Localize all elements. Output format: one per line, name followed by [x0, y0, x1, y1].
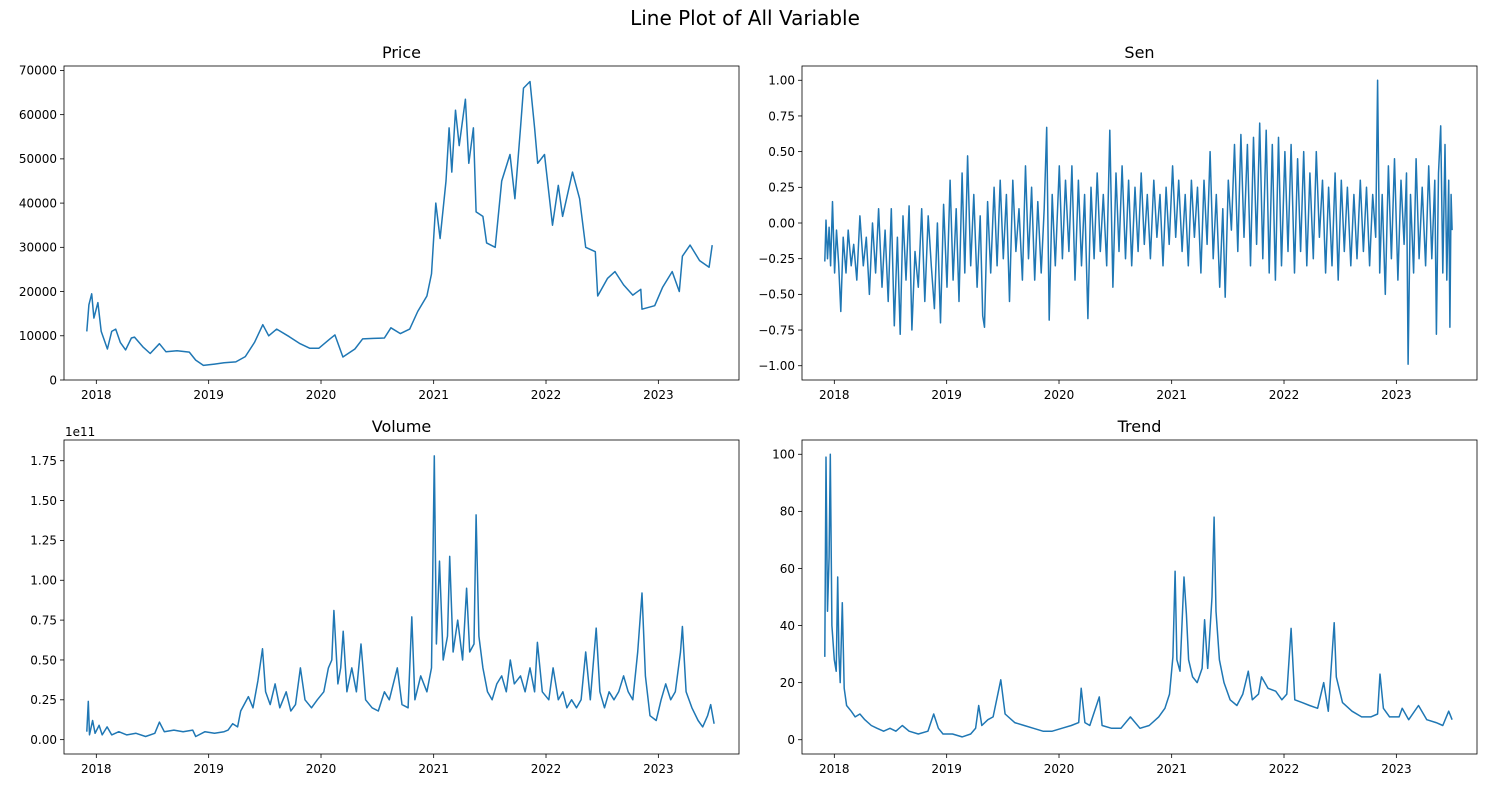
figure-title: Line Plot of All Variable: [630, 6, 860, 30]
price-axes-frame: [63, 65, 740, 381]
volume-y-tick-label: 1.25: [30, 534, 57, 548]
volume-x-tick-label: 2022: [531, 762, 562, 776]
sen-title: Sen: [1124, 43, 1154, 62]
trend-x-tick-label: 2023: [1381, 762, 1412, 776]
price-x-tick-label: 2023: [643, 388, 674, 402]
sen-x-tick-label: 2018: [819, 388, 850, 402]
volume-title: Volume: [372, 417, 432, 436]
price-x-tick-label: 2021: [418, 388, 449, 402]
volume-x-tick-label: 2021: [418, 762, 449, 776]
trend-x-tick-label: 2018: [819, 762, 850, 776]
trend-y-tick-label: 80: [780, 505, 795, 519]
sen-series-line: [824, 79, 1453, 366]
volume-x-tick-label: 2023: [643, 762, 674, 776]
volume-y-tick-label: 0.75: [30, 613, 57, 627]
volume-y-tick-label: 0.00: [30, 733, 57, 747]
sen-x-tick-label: 2023: [1381, 388, 1412, 402]
trend-x-tick-label: 2020: [1044, 762, 1075, 776]
sen-x-tick-label: 2021: [1156, 388, 1187, 402]
price-y-tick-label: 10000: [19, 329, 57, 343]
sen-y-tick-label: 0.50: [768, 145, 795, 159]
volume-x-tick-label: 2020: [306, 762, 337, 776]
sen-x-tick-label: 2019: [931, 388, 962, 402]
price-x-tick-label: 2020: [306, 388, 337, 402]
trend-x-tick-label: 2021: [1156, 762, 1187, 776]
sen-y-tick-label: 0.00: [768, 216, 795, 230]
volume-y-tick-label: 1.75: [30, 454, 57, 468]
trend-series-line: [824, 453, 1453, 738]
price-y-tick-label: 20000: [19, 285, 57, 299]
price-y-tick-label: 30000: [19, 241, 57, 255]
price-series-line: [86, 80, 713, 367]
trend-title: Trend: [1117, 417, 1162, 436]
volume-x-tick-label: 2018: [81, 762, 112, 776]
volume-axes-frame: [63, 439, 740, 755]
sen-y-tick-label: −0.25: [758, 252, 795, 266]
price-y-tick-label: 70000: [19, 64, 57, 78]
trend-x-tick-label: 2019: [931, 762, 962, 776]
trend-y-tick-label: 0: [787, 733, 795, 747]
price-title: Price: [382, 43, 421, 62]
price-y-tick-label: 50000: [19, 152, 57, 166]
trend-x-tick-label: 2022: [1269, 762, 1300, 776]
volume-y-tick-label: 1.00: [30, 574, 57, 588]
volume-y-tick-label: 0.50: [30, 653, 57, 667]
volume-x-tick-label: 2019: [193, 762, 224, 776]
sen-panel: Sen 2018 2019 2020 2021 2022 2023 −1.00 −0.75 −0.…: [758, 43, 1478, 402]
volume-panel: Volume 2018 2019 2020 2021 2022 2023 0.00 0.25 0.…: [30, 417, 740, 776]
volume-y-tick-label: 1.50: [30, 494, 57, 508]
trend-axes-frame: [801, 439, 1478, 755]
trend-y-tick-label: 60: [780, 562, 795, 576]
sen-x-tick-label: 2020: [1044, 388, 1075, 402]
volume-offset-label: 1e11: [65, 425, 95, 439]
trend-y-tick-label: 100: [772, 448, 795, 462]
sen-x-tick-label: 2022: [1269, 388, 1300, 402]
sen-y-tick-label: −1.00: [758, 359, 795, 373]
price-y-tick-label: 0: [49, 373, 57, 387]
price-x-tick-label: 2019: [193, 388, 224, 402]
price-x-tick-label: 2022: [531, 388, 562, 402]
sen-y-tick-label: 0.25: [768, 181, 795, 195]
volume-y-tick-label: 0.25: [30, 693, 57, 707]
sen-y-tick-label: 1.00: [768, 74, 795, 88]
sen-y-tick-label: −0.75: [758, 323, 795, 337]
volume-series-line: [86, 455, 715, 738]
price-panel: Price 2018 2019 2020 2021 2022 2023 0 10000 20000…: [19, 43, 740, 402]
price-x-tick-label: 2018: [81, 388, 112, 402]
price-y-tick-label: 40000: [19, 196, 57, 210]
sen-y-tick-label: −0.50: [758, 288, 795, 302]
trend-y-tick-label: 40: [780, 619, 795, 633]
price-y-tick-label: 60000: [19, 108, 57, 122]
trend-y-tick-label: 20: [780, 676, 795, 690]
trend-panel: Trend 2018 2019 2020 2021 2022 2023 0 20 40 60 80 10…: [772, 417, 1478, 776]
sen-y-tick-label: 0.75: [768, 109, 795, 123]
